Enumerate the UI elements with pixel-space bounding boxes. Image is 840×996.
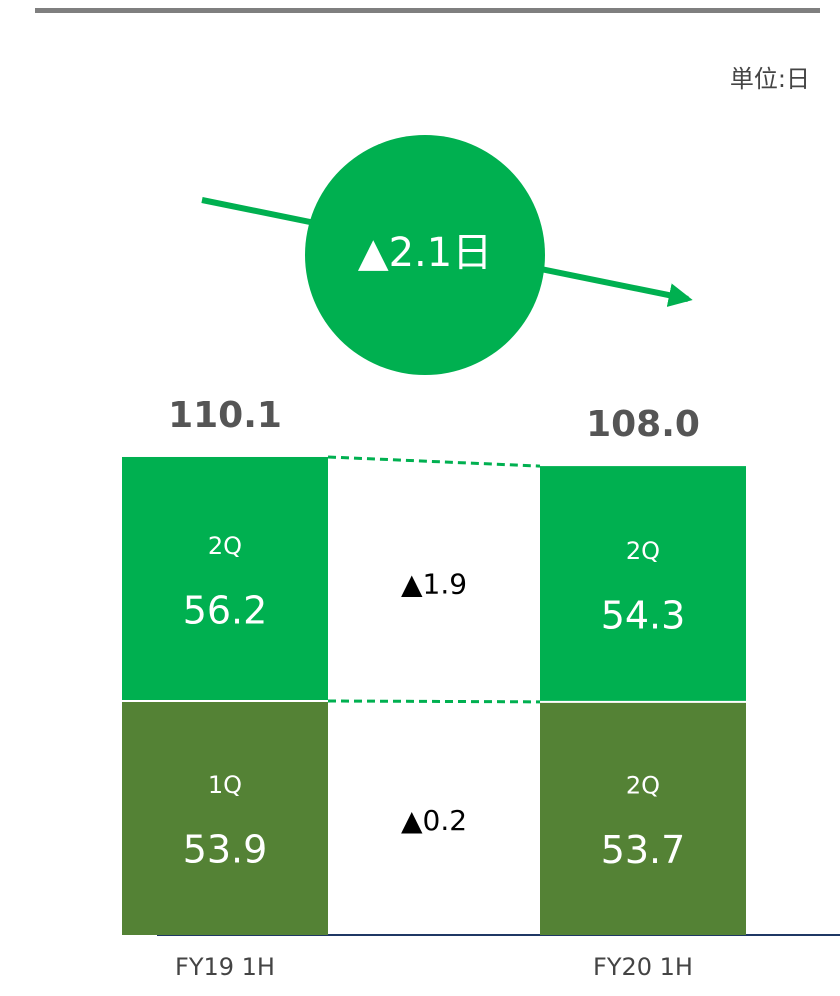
segment-label: 2Q (208, 532, 242, 560)
segment-value: 56.2 (183, 588, 268, 632)
segment-label: 2Q (626, 771, 660, 799)
bar-segment (122, 456, 328, 701)
difference-label: ▲0.2 (401, 804, 467, 837)
badge-label: ▲2.1日 (358, 230, 492, 276)
bar-segment (122, 700, 328, 935)
unit-label: 単位:日 (730, 65, 810, 93)
segment-label: 1Q (208, 771, 242, 799)
total-label: 110.1 (168, 395, 282, 436)
connector (327, 455, 541, 468)
connector (327, 699, 541, 704)
segment-value: 54.3 (601, 593, 686, 637)
difference-label: ▲1.9 (401, 567, 467, 600)
segment-value: 53.9 (183, 827, 268, 871)
bar-segment (540, 466, 746, 702)
segment-value: 53.7 (601, 828, 686, 872)
top-rule (35, 8, 820, 13)
bar-segment (540, 701, 746, 935)
badge-circle (305, 135, 545, 375)
total-label: 108.0 (586, 404, 700, 445)
segment-label: 2Q (626, 537, 660, 565)
x-tick-label: FY19 1H (175, 953, 275, 981)
x-tick-label: FY20 1H (593, 953, 693, 981)
